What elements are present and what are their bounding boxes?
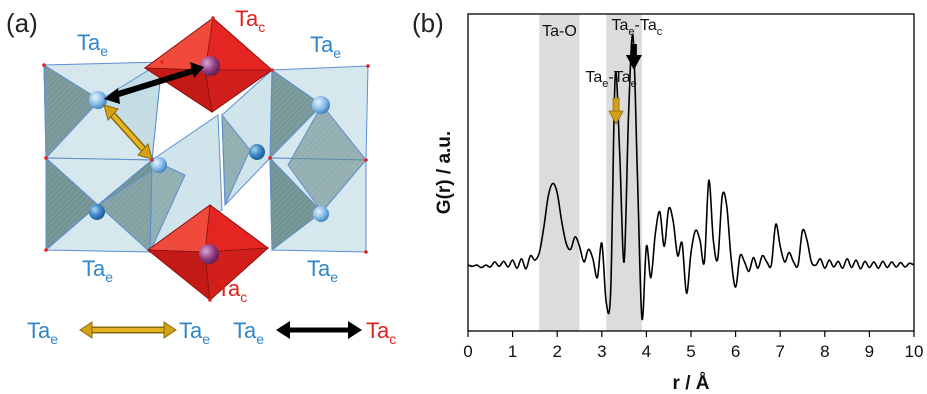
ta-c-octahedron-bottom bbox=[146, 204, 270, 301]
x-tick-label: 0 bbox=[463, 342, 472, 361]
x-tick-label: 4 bbox=[642, 342, 651, 361]
x-ticks: 0 1 2 3 4 5 6 7 8 9 10 bbox=[463, 331, 923, 361]
panel-b-label: (b) bbox=[412, 8, 444, 38]
ta-e-atom bbox=[89, 91, 107, 109]
right-octahedra bbox=[221, 65, 369, 253]
legend-ta-e-ta-e: Tae Tae bbox=[27, 318, 210, 347]
ta-e-ta-c-distance-arrow bbox=[104, 62, 204, 104]
right-lower-dark-face bbox=[269, 156, 323, 251]
ta-e-ta-e-peak-arrow-head bbox=[608, 110, 624, 125]
ta-e-label-bottom-right: Tae bbox=[307, 256, 338, 285]
shaded-region-label: Ta-O bbox=[542, 23, 577, 40]
ta-e-atom bbox=[89, 204, 105, 220]
legend-ta-c-right: Tac bbox=[366, 318, 396, 347]
x-tick-label: 5 bbox=[686, 342, 695, 361]
x-tick-label: 2 bbox=[552, 342, 561, 361]
left-lower-dark-face bbox=[45, 156, 99, 252]
shaded-region-1 bbox=[539, 14, 580, 331]
shaded-region-2 bbox=[606, 14, 642, 331]
panel-b-chart: (b) Ta-O 0 1 2 3 4 5 6 7 8 9 10 Tae-Tac Tae-Tae r /… bbox=[412, 8, 923, 394]
ta-e-atom bbox=[151, 157, 167, 173]
ta-c-atom-top bbox=[200, 56, 220, 76]
ta-e-atom bbox=[312, 96, 330, 114]
ta-e-atom bbox=[313, 206, 329, 222]
peak-annotation-label: Tae-Tae bbox=[585, 69, 636, 90]
right-link-dark-face bbox=[221, 113, 251, 206]
ta-e-atom bbox=[249, 144, 265, 160]
legend-ta-e-ta-c: Tae Tac bbox=[233, 318, 396, 347]
ta-c-label-top: Tac bbox=[235, 6, 265, 35]
legend-ta-e-left-2: Tae bbox=[233, 318, 264, 347]
ta-e-ta-c-peak-arrow bbox=[630, 44, 637, 56]
g-r-series-line bbox=[467, 33, 915, 321]
ta-e-label-top-right: Tae bbox=[310, 32, 341, 61]
legend-ta-e-right: Tae bbox=[179, 318, 210, 347]
x-tick-label: 1 bbox=[508, 342, 517, 361]
peak-annotation-label: Tae-Tac bbox=[612, 17, 663, 38]
plot-frame bbox=[467, 13, 915, 332]
ta-c-label-bottom: Tac bbox=[217, 276, 247, 305]
ta-e-ta-e-distance-arrow bbox=[103, 104, 153, 160]
x-axis-title: r / Å bbox=[673, 373, 710, 394]
shaded-regions: Ta-O bbox=[539, 14, 642, 331]
x-tick-label: 8 bbox=[820, 342, 829, 361]
ta-e-ta-e-peak-arrow bbox=[612, 97, 620, 113]
ta-c-octahedron-top bbox=[143, 17, 274, 113]
ta-c-atom-bottom bbox=[199, 244, 219, 264]
x-tick-label: 3 bbox=[597, 342, 606, 361]
x-tick-label: 10 bbox=[905, 342, 924, 361]
center-link-dark-face bbox=[149, 159, 186, 253]
x-tick-label: 9 bbox=[865, 342, 874, 361]
vertex-points bbox=[42, 16, 370, 302]
x-tick-label: 7 bbox=[775, 342, 784, 361]
ta-e-label-top-left: Tae bbox=[77, 30, 108, 59]
legend-ta-e-left: Tae bbox=[27, 318, 58, 347]
y-axis-title: G(r) / a.u. bbox=[434, 131, 455, 214]
panel-a-structure: (a) bbox=[6, 6, 396, 347]
ta-e-ta-c-peak-arrow-head bbox=[625, 55, 642, 70]
panel-a-label: (a) bbox=[6, 8, 38, 38]
x-tick-label: 6 bbox=[731, 342, 740, 361]
left-upper-dark-face bbox=[43, 64, 101, 160]
peak-annotations: Tae-Tac Tae-Tae bbox=[585, 17, 663, 125]
ta-e-atoms bbox=[89, 91, 330, 222]
ta-e-label-bottom-left: Tae bbox=[82, 256, 113, 285]
